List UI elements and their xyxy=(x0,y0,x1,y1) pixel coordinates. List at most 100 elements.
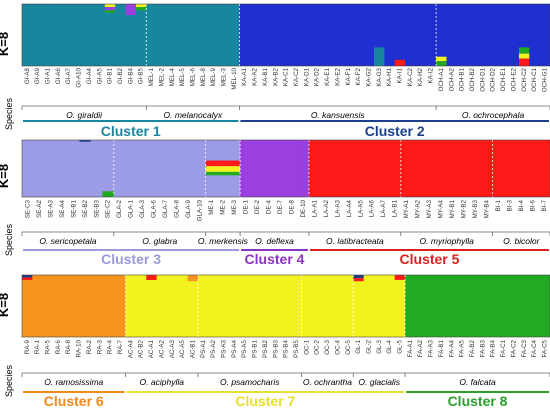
sample-tick-label: PS-A4 xyxy=(231,339,238,357)
ancestry-bar xyxy=(515,140,528,197)
sample-tick-label: RA-10 xyxy=(76,339,83,357)
sample-tick-label: MEL-1 xyxy=(148,67,155,86)
admixture-segment xyxy=(436,56,447,62)
sample-tick-label: FA-B3 xyxy=(479,339,486,357)
sample-tick-label: ME-3 xyxy=(231,199,238,214)
sample-tick-label: MEL-4 xyxy=(169,67,176,86)
admixture-segment xyxy=(104,10,116,13)
sample-tick-label: GI-A5 xyxy=(96,67,103,84)
sample-tick-label: KA-H2 xyxy=(417,67,424,86)
ancestry-bar xyxy=(22,275,33,337)
sample-tick-label: RA-7 xyxy=(117,339,124,354)
sample-tick-label: SE-B2 xyxy=(82,199,89,217)
cluster-label: Cluster 8 xyxy=(448,393,508,409)
ancestry-bar xyxy=(229,275,240,337)
species-axis-label: Species xyxy=(4,364,14,397)
ancestry-bar xyxy=(135,275,147,337)
ancestry-bar xyxy=(342,275,354,337)
sample-tick-label: MY-B1 xyxy=(449,199,456,218)
admixture-segment xyxy=(102,191,114,197)
admixture-segment xyxy=(394,59,406,66)
admixture-segment xyxy=(394,279,406,294)
sample-tick-label: SE-C3 xyxy=(24,199,31,218)
admixture-segment xyxy=(135,7,147,11)
species-label: O. ochrantha xyxy=(303,377,352,387)
sample-tick-label: BI-6 xyxy=(529,199,536,211)
ancestry-bar xyxy=(374,275,385,337)
ancestry-bar xyxy=(529,4,541,66)
admixture-segment xyxy=(518,47,530,54)
sample-tick-label: LA-A7 xyxy=(380,199,387,217)
sample-tick-label: GLA-8 xyxy=(174,199,181,217)
cluster-label: Cluster 1 xyxy=(101,123,161,139)
sample-tick-label: AC-A5 xyxy=(179,339,186,358)
sample-tick-label: GLA-6 xyxy=(151,199,158,217)
sample-tick-label: PS-B5 xyxy=(293,339,300,357)
ancestry-bar xyxy=(458,140,471,197)
ancestry-bar xyxy=(42,4,54,66)
sample-tick-label: RA-3 xyxy=(96,339,103,354)
sample-tick-label: GI-B5 xyxy=(138,67,145,84)
sample-tick-label: PS-A5 xyxy=(241,339,248,357)
ancestry-bar xyxy=(436,275,447,337)
ancestry-bar xyxy=(218,275,230,337)
admixture-segment xyxy=(104,7,116,11)
sample-tick-label: KA-A2 xyxy=(252,67,259,85)
sample-tick-label: FA-A4 xyxy=(448,339,455,357)
admixture-segment xyxy=(79,140,91,142)
sample-tick-label: GI-B4 xyxy=(127,67,134,84)
ancestry-bar xyxy=(412,140,425,197)
ancestry-bar xyxy=(67,140,80,197)
ancestry-bar xyxy=(136,140,149,197)
ancestry-bar xyxy=(527,140,539,197)
ancestry-bar xyxy=(354,140,367,197)
sample-tick-label: FA-B2 xyxy=(469,339,476,357)
species-label: O. glabra xyxy=(142,236,177,246)
ancestry-bar xyxy=(84,4,95,66)
species-label: O. glacialis xyxy=(358,377,400,387)
sample-tick-label: KA-D1 xyxy=(303,67,310,86)
species-label: O. latibracteata xyxy=(326,236,384,246)
ancestry-bar xyxy=(171,140,184,197)
sample-tick-label: LA-A2 xyxy=(323,199,330,217)
sample-tick-label: KA-A1 xyxy=(241,67,248,85)
sample-tick-label: GI-A10 xyxy=(76,67,83,87)
admixture-segment xyxy=(436,61,447,66)
sample-tick-label: DE-1 xyxy=(242,199,249,214)
cluster-label: Cluster 5 xyxy=(400,251,460,267)
ancestry-bar xyxy=(467,4,478,66)
ancestry-bar xyxy=(239,275,251,337)
ancestry-bar xyxy=(311,4,323,66)
ancestry-bar xyxy=(79,140,92,197)
sample-tick-label: KA-I2 xyxy=(428,67,435,83)
ancestry-bar xyxy=(446,4,458,66)
ancestry-bar xyxy=(436,4,447,66)
sample-tick-label: FA-B1 xyxy=(438,339,445,357)
ancestry-bar xyxy=(239,4,251,66)
admixture-segment xyxy=(374,47,385,66)
sample-tick-label: FA-C2 xyxy=(510,339,517,357)
ancestry-bar xyxy=(125,275,137,337)
admixture-segment xyxy=(104,4,116,8)
sample-tick-label: OCH-E1 xyxy=(500,67,507,91)
cluster-label: Cluster 2 xyxy=(365,123,425,139)
ancestry-bar xyxy=(260,4,271,66)
sample-tick-label: GLA-7 xyxy=(162,199,169,217)
sample-tick-label: MEL-9 xyxy=(210,67,217,86)
ancestry-bar xyxy=(322,4,333,66)
admixture-segment xyxy=(22,277,33,280)
ancestry-bar xyxy=(297,140,310,197)
ancestry-bar xyxy=(389,140,402,197)
ancestry-bar xyxy=(353,4,365,66)
plot-frame xyxy=(21,274,550,338)
sample-tick-label: OCH-D1 xyxy=(479,67,486,91)
ancestry-bar xyxy=(240,140,252,197)
ancestry-bar xyxy=(44,140,57,197)
ancestry-bar xyxy=(374,4,385,66)
ancestry-bar xyxy=(343,140,356,197)
sample-tick-label: MY-B3 xyxy=(472,199,479,218)
sample-tick-label: FA-C5 xyxy=(541,339,548,357)
sample-tick-label: LA-A1 xyxy=(311,199,318,217)
sample-tick-label: PS-B3 xyxy=(272,339,279,357)
ancestry-bar xyxy=(332,275,344,337)
